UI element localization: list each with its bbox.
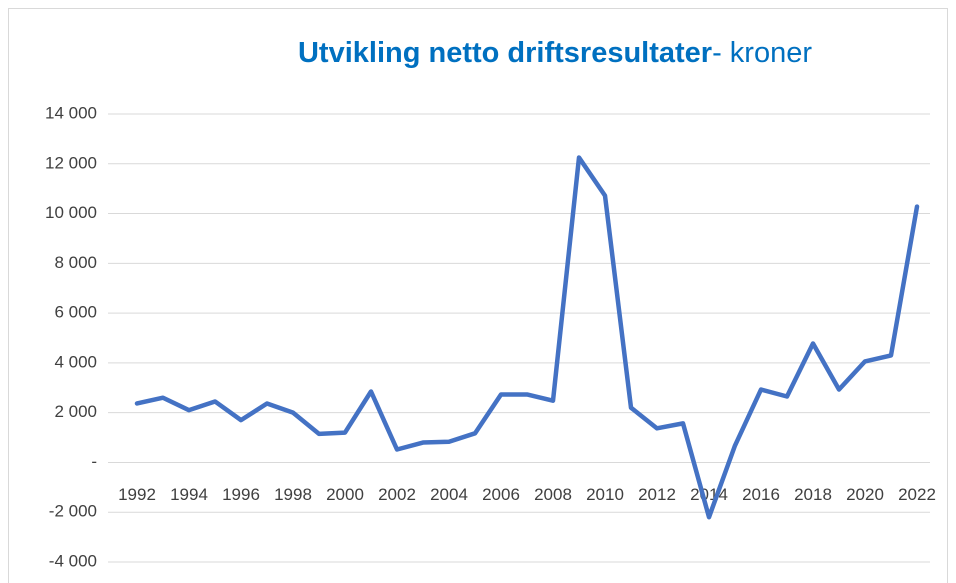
y-tick-label: 2 000	[54, 402, 97, 421]
chart-subtitle: - kroner	[712, 37, 812, 69]
data-line	[134, 155, 920, 520]
x-tick-label: 2006	[482, 485, 520, 504]
x-tick-label: 2000	[326, 485, 364, 504]
y-tick-label: 6 000	[54, 303, 97, 322]
x-tick-label: 1998	[274, 485, 312, 504]
x-tick-label: 2012	[638, 485, 676, 504]
x-tick-label: 2016	[742, 485, 780, 504]
x-tick-label: 1992	[118, 485, 156, 504]
y-tick-label: 4 000	[54, 352, 97, 371]
y-tick-label: 12 000	[45, 153, 97, 172]
y-tick-label: 14 000	[45, 103, 97, 122]
chart-title-group: Utvikling netto driftsresultater- kroner	[298, 37, 812, 69]
x-tick-label: 2004	[430, 485, 468, 504]
x-tick-label: 2022	[898, 485, 936, 504]
x-tick-label: 2010	[586, 485, 624, 504]
y-tick-label: -	[91, 452, 97, 471]
chart-border	[8, 8, 948, 583]
x-tick-label: 2014	[690, 485, 728, 504]
x-tick-label: 2020	[846, 485, 884, 504]
y-tick-label: 8 000	[54, 253, 97, 272]
y-tick-label: -4 000	[49, 551, 97, 570]
x-tick-label: 1994	[170, 485, 208, 504]
chart-title: Utvikling netto driftsresultater	[298, 37, 712, 69]
x-tick-label: 1996	[222, 485, 260, 504]
x-tick-label: 2018	[794, 485, 832, 504]
y-tick-label: 10 000	[45, 203, 97, 222]
y-tick-label: -2 000	[49, 502, 97, 521]
x-tick-label: 2002	[378, 485, 416, 504]
x-tick-label: 2008	[534, 485, 572, 504]
